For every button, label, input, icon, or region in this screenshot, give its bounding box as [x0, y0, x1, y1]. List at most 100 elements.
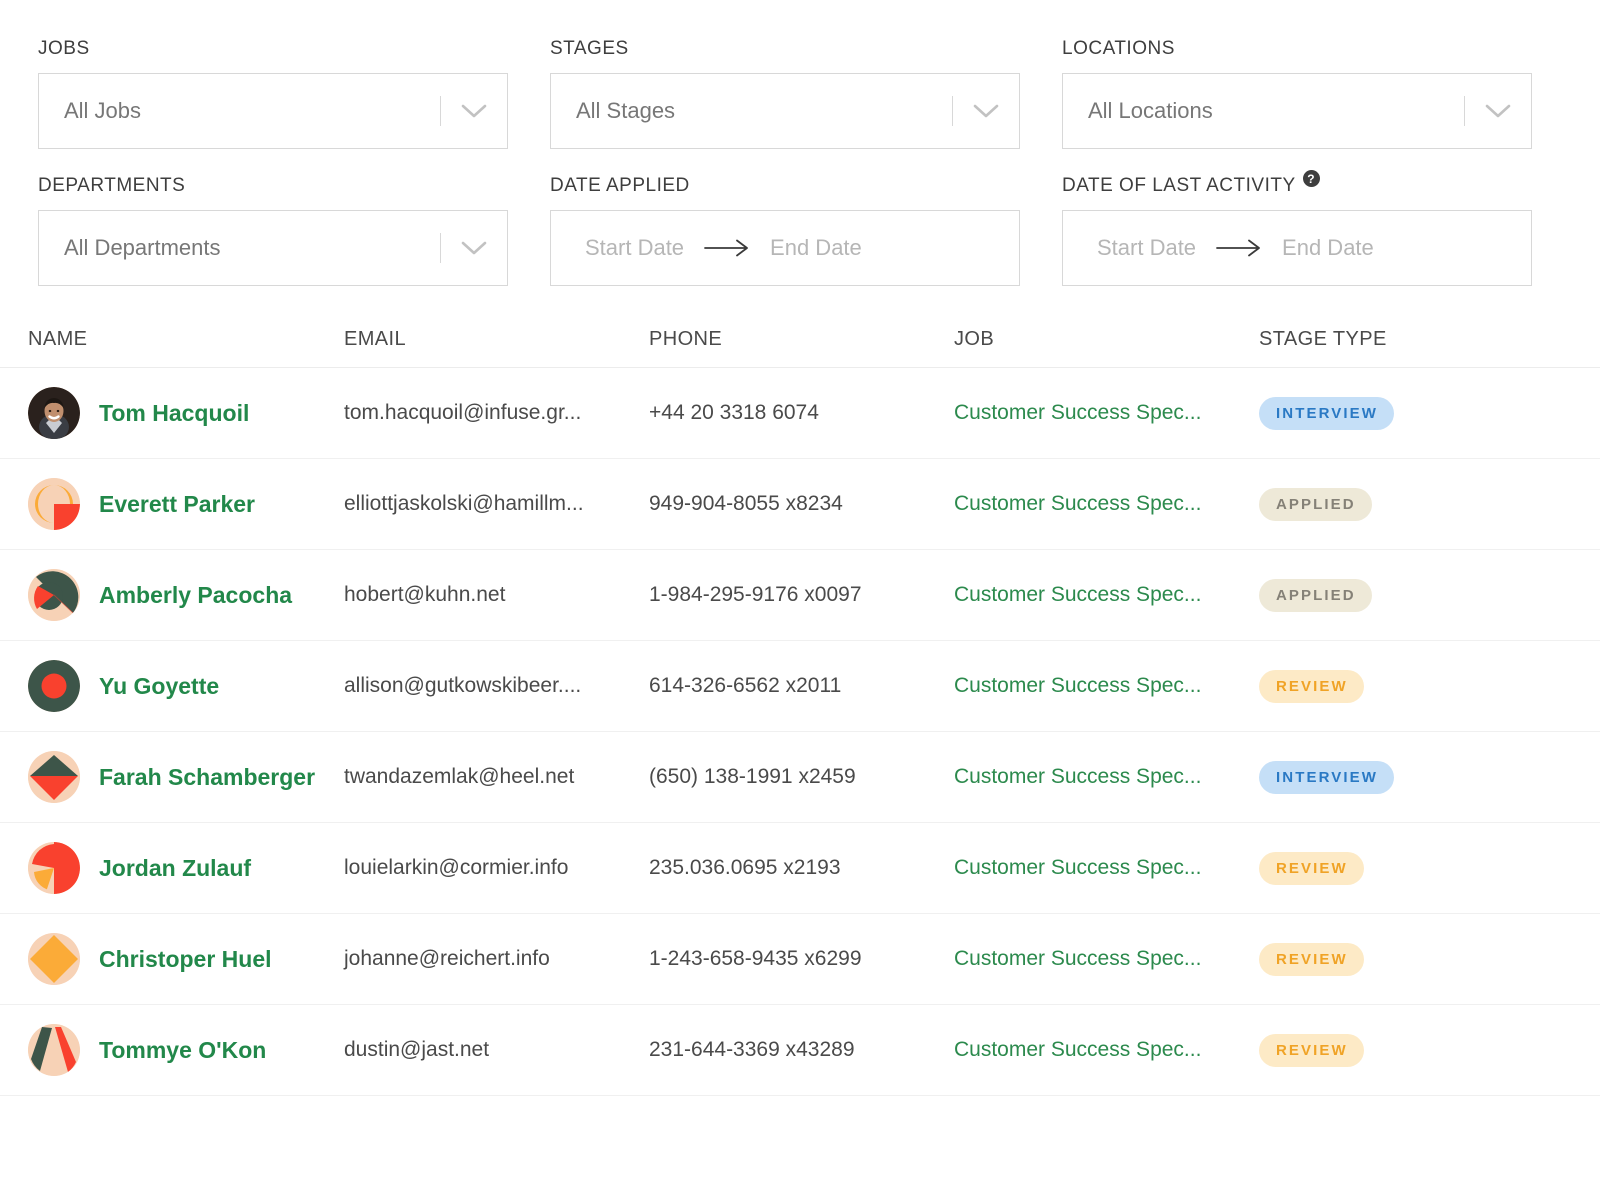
cell-stage-type: INTERVIEW — [1259, 396, 1572, 430]
cell-stage-type: REVIEW — [1259, 942, 1572, 976]
filter-date-of-last-activity: DATE OF LAST ACTIVITY? Start Date End Date — [1062, 170, 1532, 286]
job-link[interactable]: Customer Success Spec... — [954, 1038, 1202, 1061]
job-link[interactable]: Customer Success Spec... — [954, 856, 1202, 879]
avatar — [28, 660, 80, 712]
job-link[interactable]: Customer Success Spec... — [954, 765, 1202, 788]
help-question-icon[interactable]: ? — [1302, 170, 1320, 187]
status-badge: APPLIED — [1259, 487, 1372, 521]
cell-name: Christoper Huel — [0, 933, 344, 985]
cell-email: hobert@kuhn.net — [344, 583, 506, 606]
daterange-date-of-last-activity[interactable]: Start Date End Date — [1062, 210, 1532, 286]
cell-name: Amberly Pacocha — [0, 569, 344, 621]
select-stages[interactable]: All Stages — [550, 73, 1020, 149]
table-row[interactable]: Christoper Huel johanne@reichert.info 1-24… — [0, 914, 1600, 1005]
job-link[interactable]: Customer Success Spec... — [954, 583, 1202, 606]
cell-email: dustin@jast.net — [344, 1038, 490, 1061]
column-header-phone[interactable]: PHONE — [649, 328, 723, 350]
candidate-name-link[interactable]: Jordan Zulauf — [99, 854, 252, 881]
table-row[interactable]: Farah Schamberger twandazemlak@heel.net (6… — [0, 732, 1600, 823]
filter-label-text: DATE OF LAST ACTIVITY — [1062, 175, 1296, 196]
candidate-name-link[interactable]: Yu Goyette — [99, 672, 220, 699]
end-date-input-date-applied[interactable]: End Date — [770, 235, 862, 260]
cell-name: Farah Schamberger — [0, 751, 344, 803]
table-row[interactable]: Jordan Zulauf louielarkin@cormier.info 235… — [0, 823, 1600, 914]
cell-job: Customer Success Spec... — [954, 1038, 1259, 1062]
daterange-date-applied[interactable]: Start Date End Date — [550, 210, 1020, 286]
filter-jobs: JOBS All Jobs — [38, 38, 508, 149]
filter-label-text: DATE APPLIED — [550, 175, 690, 196]
cell-job: Customer Success Spec... — [954, 856, 1259, 880]
cell-email: johanne@reichert.info — [344, 947, 550, 970]
filter-departments: DEPARTMENTS All Departments — [38, 175, 508, 286]
select-divider — [440, 96, 441, 126]
candidate-name-link[interactable]: Tom Hacquoil — [99, 399, 250, 426]
select-jobs[interactable]: All Jobs — [38, 73, 508, 149]
cell-email: louielarkin@cormier.info — [344, 856, 569, 879]
filter-stages: STAGES All Stages — [550, 38, 1020, 149]
select-locations[interactable]: All Locations — [1062, 73, 1532, 149]
status-badge: REVIEW — [1259, 942, 1364, 976]
select-value-departments: All Departments — [64, 235, 221, 260]
cell-email: allison@gutkowskibeer.... — [344, 674, 582, 697]
filter-label-locations: LOCATIONS — [1062, 38, 1532, 60]
filter-label-text: STAGES — [550, 38, 629, 59]
avatar — [28, 478, 80, 530]
filter-label-date-of-last-activity: DATE OF LAST ACTIVITY? — [1062, 170, 1532, 197]
job-link[interactable]: Customer Success Spec... — [954, 674, 1202, 697]
filter-label-date-applied: DATE APPLIED — [550, 175, 1020, 197]
candidate-name-link[interactable]: Christoper Huel — [99, 945, 272, 972]
status-badge: APPLIED — [1259, 578, 1372, 612]
select-divider — [440, 233, 441, 263]
candidate-name-link[interactable]: Everett Parker — [99, 490, 255, 517]
select-value-locations: All Locations — [1088, 98, 1213, 123]
column-header-job[interactable]: JOB — [954, 328, 995, 350]
table-row[interactable]: Tommye O'Kon dustin@jast.net 231-644-3369 … — [0, 1005, 1600, 1096]
cell-phone: 1-984-295-9176 x0097 — [649, 583, 862, 606]
candidate-name-link[interactable]: Amberly Pacocha — [99, 581, 293, 608]
select-value-stages: All Stages — [576, 98, 676, 123]
candidate-name-link[interactable]: Tommye O'Kon — [99, 1036, 267, 1063]
filter-label-jobs: JOBS — [38, 38, 508, 60]
cell-stage-type: APPLIED — [1259, 487, 1572, 521]
start-date-input-date-applied[interactable]: Start Date — [585, 235, 685, 260]
cell-phone: (650) 138-1991 x2459 — [649, 765, 856, 788]
column-header-name[interactable]: NAME — [28, 328, 88, 350]
filter-label-stages: STAGES — [550, 38, 1020, 60]
chevron-down-icon[interactable] — [1465, 102, 1531, 120]
column-header-stage-type[interactable]: STAGE TYPE — [1259, 328, 1387, 350]
filter-label-text: LOCATIONS — [1062, 38, 1175, 59]
arrow-right-icon — [704, 239, 750, 257]
cell-phone: 614-326-6562 x2011 — [649, 674, 842, 697]
avatar — [28, 933, 80, 985]
start-date-input-date-of-last-activity[interactable]: Start Date — [1097, 235, 1197, 260]
job-link[interactable]: Customer Success Spec... — [954, 401, 1202, 424]
table-row[interactable]: Amberly Pacocha hobert@kuhn.net 1-984-295-… — [0, 550, 1600, 641]
job-link[interactable]: Customer Success Spec... — [954, 947, 1202, 970]
select-departments[interactable]: All Departments — [38, 210, 508, 286]
cell-phone: 231-644-3369 x43289 — [649, 1038, 855, 1061]
cell-name: Tommye O'Kon — [0, 1024, 344, 1076]
chevron-down-icon[interactable] — [441, 239, 507, 257]
cell-stage-type: APPLIED — [1259, 578, 1572, 612]
avatar — [28, 842, 80, 894]
cell-stage-type: REVIEW — [1259, 669, 1572, 703]
candidate-name-link[interactable]: Farah Schamberger — [99, 763, 316, 790]
cell-job: Customer Success Spec... — [954, 674, 1259, 698]
end-date-input-date-of-last-activity[interactable]: End Date — [1282, 235, 1374, 260]
table-row[interactable]: Yu Goyette allison@gutkowskibeer.... 614-3… — [0, 641, 1600, 732]
cell-job: Customer Success Spec... — [954, 947, 1259, 971]
table-row[interactable]: Tom Hacquoil tom.hacquoil@infuse.gr... +44… — [0, 368, 1600, 459]
cell-phone: 949-904-8055 x8234 — [649, 492, 843, 515]
table-row[interactable]: Everett Parker elliottjaskolski@hamillm..… — [0, 459, 1600, 550]
cell-email: elliottjaskolski@hamillm... — [344, 492, 584, 515]
job-link[interactable]: Customer Success Spec... — [954, 492, 1202, 515]
filter-label-text: DEPARTMENTS — [38, 175, 186, 196]
cell-name: Yu Goyette — [0, 660, 344, 712]
chevron-down-icon[interactable] — [953, 102, 1019, 120]
chevron-down-icon[interactable] — [441, 102, 507, 120]
avatar — [28, 387, 80, 439]
select-divider — [1464, 96, 1465, 126]
column-header-email[interactable]: EMAIL — [344, 328, 407, 350]
cell-job: Customer Success Spec... — [954, 583, 1259, 607]
